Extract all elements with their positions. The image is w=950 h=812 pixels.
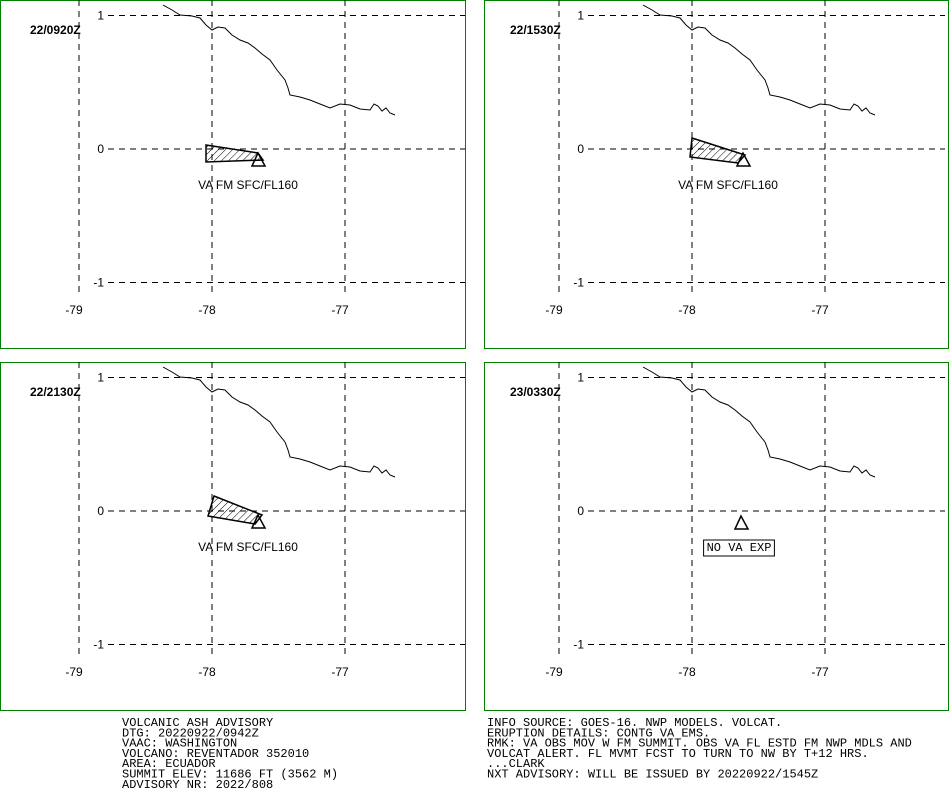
advisory-line: VOLCANIC ASH ADVISORY [122,716,273,730]
map-panel: -79 -78 -77 1 0 -1 22/0920Z VA FM SFC/FL160 [0,0,466,349]
y-tick-label: -1 [93,638,104,652]
x-tick-label: -79 [65,665,83,679]
x-tick-label: -77 [811,303,829,317]
y-tick-label: 1 [577,9,584,23]
advisory-line: RMK: VA OBS MOV W FM SUMMIT. OBS VA FL E… [487,737,912,751]
advisory-line: VOLCANO: REVENTADOR 352010 [122,747,309,761]
advisory-line: INFO SOURCE: GOES-16. NWP MODELS. VOLCAT… [487,716,782,730]
valid-time: 23/0330Z [510,385,561,399]
coastline [162,366,396,478]
panel-shapes [162,366,396,529]
y-tick-label: -1 [573,276,584,290]
advisory-line: NXT ADVISORY: WILL BE ISSUED BY 20220922… [487,768,818,782]
map-panel: -79 -78 -77 1 0 -1 22/1530Z VA FM SFC/FL160 [484,0,949,349]
ash-label: VA FM SFC/FL160 [678,178,778,192]
y-tick-label: 1 [577,371,584,385]
valid-time: 22/2130Z [30,385,81,399]
x-tick-label: -78 [198,303,216,317]
y-tick-label: 0 [577,504,584,518]
advisory-line: DTG: 20220922/0942Z [122,726,259,740]
advisory-line: ADVISORY NR: 2022/808 [122,778,273,792]
panel-shapes [642,4,876,167]
x-tick-label: -77 [331,665,349,679]
valid-time: 22/0920Z [30,23,81,37]
y-tick-label: 0 [577,142,584,156]
y-tick-label: 0 [97,504,104,518]
advisory-line: VAAC: WASHINGTON [122,737,237,751]
panel-shapes [162,4,396,167]
advisory-line: VOLCAT ALERT. FL MVMT FCST TO TURN TO NW… [487,747,869,761]
volcano [733,514,750,530]
ash-label: VA FM SFC/FL160 [198,540,298,554]
x-tick-label: -77 [331,303,349,317]
coastline [642,366,876,478]
coastline [642,4,876,116]
panel-border [484,0,949,349]
map-panel: -79 -78 -77 1 0 -1 22/2130Z VA FM SFC/FL160 [0,362,466,711]
advisory-line: AREA: ECUADOR [122,757,216,771]
volcano [735,151,752,167]
shapes [162,4,876,530]
x-tick-label: -79 [545,303,563,317]
panel-border [0,362,466,711]
y-tick-label: 1 [97,9,104,23]
panel-border [484,362,949,711]
advisory-line: ...CLARK [487,757,545,771]
x-tick-label: -78 [678,303,696,317]
y-tick-label: 1 [97,371,104,385]
valid-time: 22/1530Z [510,23,561,37]
volcano [250,151,267,167]
x-tick-label: -78 [678,665,696,679]
x-tick-label: -79 [545,665,563,679]
x-tick-label: -77 [811,665,829,679]
ash-area [689,137,747,164]
panel-border [0,0,466,349]
ash-area [207,495,264,525]
advisory-line: SUMMIT ELEV: 11686 FT (3562 M) [122,768,338,782]
map-panel: -79 -78 -77 1 0 -1 23/0330Z NO VA EXP [484,362,949,711]
advisory-line: ERUPTION DETAILS: CONTG VA EMS. [487,726,710,740]
ash-area [205,144,265,163]
coastline [162,4,396,116]
x-tick-label: -78 [198,665,216,679]
x-tick-label: -79 [65,303,83,317]
ash-label: VA FM SFC/FL160 [198,178,298,192]
y-tick-label: -1 [93,276,104,290]
label-box [703,539,775,557]
ash-label: NO VA EXP [707,541,772,555]
panel-shapes [642,366,876,530]
volcano [250,513,267,529]
y-tick-label: 0 [97,142,104,156]
y-tick-label: -1 [573,638,584,652]
